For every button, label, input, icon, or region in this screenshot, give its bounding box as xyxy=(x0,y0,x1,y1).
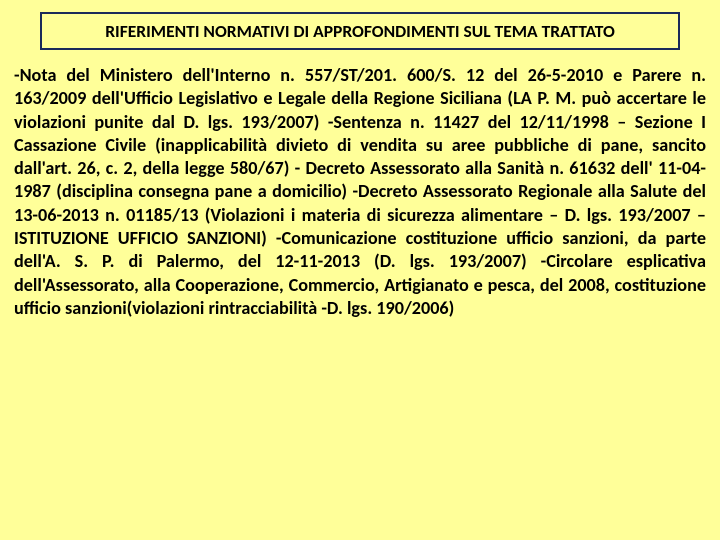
body-text: -Nota del Ministero dell'Interno n. 557/… xyxy=(10,64,710,320)
title-box: RIFERIMENTI NORMATIVI DI APPROFONDIMENTI… xyxy=(40,12,680,50)
title-text: RIFERIMENTI NORMATIVI DI APPROFONDIMENTI… xyxy=(54,20,666,42)
